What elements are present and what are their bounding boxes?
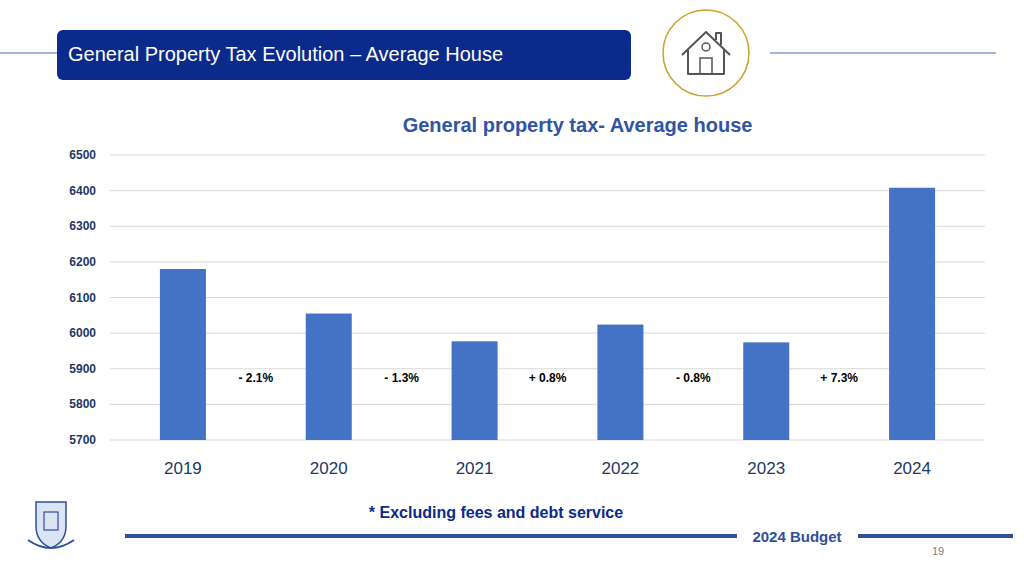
bar (889, 188, 935, 440)
y-tick-label: 5900 (69, 362, 96, 376)
header-title: General Property Tax Evolution – Average… (68, 43, 503, 65)
annotation: - 2.1% (238, 371, 273, 385)
footer-label: 2024 Budget (752, 528, 841, 545)
page-number: 19 (932, 545, 944, 557)
x-tick-label: 2024 (893, 459, 931, 478)
footer: 2024 Budget 19 (125, 528, 1013, 557)
bar (743, 342, 789, 440)
y-tick-label: 6000 (69, 326, 96, 340)
grid-line (110, 155, 985, 156)
footer-rule (125, 534, 737, 538)
y-tick-label: 6200 (69, 255, 96, 269)
bar (160, 269, 206, 440)
annotation: + 0.8% (529, 371, 567, 385)
grid-line (110, 297, 985, 298)
grid-line (110, 404, 985, 405)
grid-line (110, 440, 985, 441)
chart: General property tax- Average house 5700 5… (69, 114, 985, 478)
grid-line (110, 261, 985, 262)
x-tick-label: 2019 (164, 459, 202, 478)
logo-ribbon (28, 540, 74, 548)
icon-door (700, 58, 712, 74)
y-tick-label: 6500 (69, 148, 96, 162)
house-icon (663, 10, 749, 96)
icon-circle (663, 10, 749, 96)
footnote: * Excluding fees and debt service (369, 504, 623, 521)
bar (452, 341, 498, 440)
x-tick-label: 2023 (747, 459, 785, 478)
grid-line (110, 368, 985, 369)
x-tick-label: 2021 (456, 459, 494, 478)
header-rule (0, 52, 60, 53)
grid-line (110, 333, 985, 334)
y-tick-label: 5800 (69, 397, 96, 411)
y-tick-label: 5700 (69, 433, 96, 447)
bar (597, 325, 643, 440)
header-rule (770, 52, 996, 53)
logo (28, 502, 74, 548)
x-tick-label: 2022 (602, 459, 640, 478)
annotation: - 0.8% (676, 371, 711, 385)
page: {"header": {"title": "General Property T… (0, 0, 1024, 576)
chart-title: General property tax- Average house (403, 114, 753, 136)
footer-rule (858, 534, 1013, 538)
y-tick-label: 6100 (69, 291, 96, 305)
x-tick-label: 2020 (310, 459, 348, 478)
logo-shield (36, 502, 66, 548)
grid-line (110, 226, 985, 227)
icon-house (682, 32, 730, 74)
header-box (57, 30, 631, 80)
bar (306, 314, 352, 440)
annotation: - 1.3% (384, 371, 419, 385)
grid (110, 155, 985, 440)
header: General Property Tax Evolution – Average… (0, 10, 996, 96)
grid-line (110, 190, 985, 191)
y-tick-label: 6300 (69, 219, 96, 233)
y-tick-label: 6400 (69, 184, 96, 198)
logo-mark (44, 512, 58, 530)
annotation: + 7.3% (820, 371, 858, 385)
slide: General Property Tax Evolution – Average… (0, 0, 1024, 576)
bars (160, 188, 935, 440)
icon-window (702, 43, 710, 51)
